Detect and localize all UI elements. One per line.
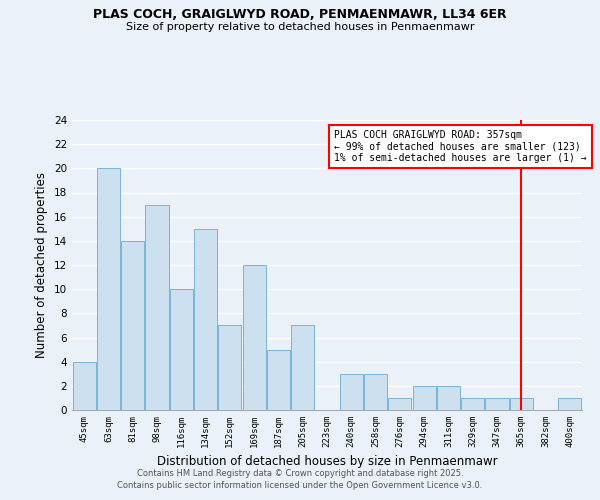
Text: Contains HM Land Registry data © Crown copyright and database right 2025.: Contains HM Land Registry data © Crown c… — [137, 468, 463, 477]
Text: PLAS COCH GRAIGLWYD ROAD: 357sqm
← 99% of detached houses are smaller (123)
1% o: PLAS COCH GRAIGLWYD ROAD: 357sqm ← 99% o… — [334, 130, 587, 163]
Bar — [194, 229, 217, 410]
Bar — [267, 350, 290, 410]
Text: Contains public sector information licensed under the Open Government Licence v3: Contains public sector information licen… — [118, 481, 482, 490]
Bar — [97, 168, 120, 410]
Bar — [291, 326, 314, 410]
X-axis label: Distribution of detached houses by size in Penmaenmawr: Distribution of detached houses by size … — [157, 456, 497, 468]
Bar — [242, 265, 266, 410]
Text: PLAS COCH, GRAIGLWYD ROAD, PENMAENMAWR, LL34 6ER: PLAS COCH, GRAIGLWYD ROAD, PENMAENMAWR, … — [93, 8, 507, 20]
Bar — [73, 362, 95, 410]
Bar — [218, 326, 241, 410]
Bar — [340, 374, 363, 410]
Bar — [145, 204, 169, 410]
Bar — [461, 398, 484, 410]
Y-axis label: Number of detached properties: Number of detached properties — [35, 172, 49, 358]
Bar — [388, 398, 412, 410]
Bar — [413, 386, 436, 410]
Bar — [364, 374, 387, 410]
Bar — [510, 398, 533, 410]
Bar — [559, 398, 581, 410]
Bar — [485, 398, 509, 410]
Text: Size of property relative to detached houses in Penmaenmawr: Size of property relative to detached ho… — [126, 22, 474, 32]
Bar — [437, 386, 460, 410]
Bar — [121, 241, 144, 410]
Bar — [170, 289, 193, 410]
